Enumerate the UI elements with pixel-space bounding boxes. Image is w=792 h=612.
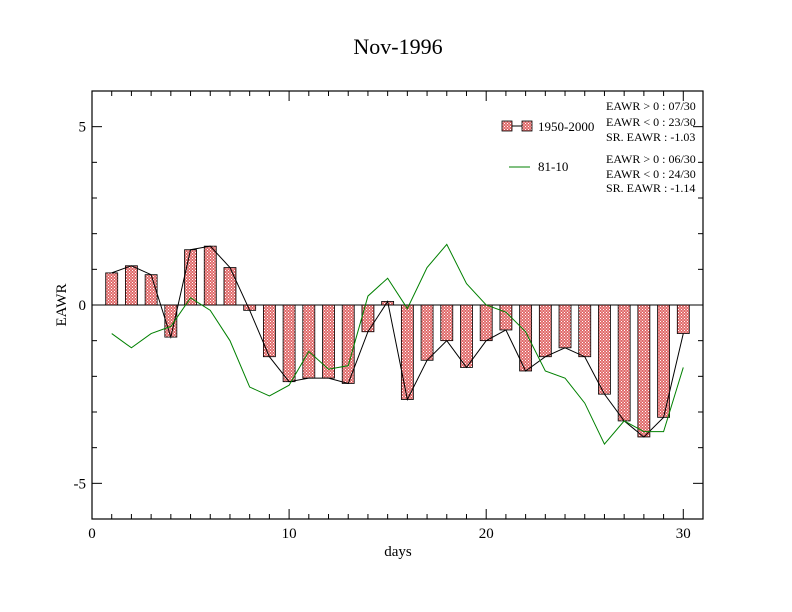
legend-label-1950-2000: 1950-2000 (538, 119, 594, 134)
y-axis-label: EAWR (54, 284, 70, 327)
bar-day-11 (302, 304, 316, 379)
legend-swatch-1950-2000-b (521, 120, 533, 132)
y-tick-label-0: 0 (79, 298, 87, 314)
bar-day-3 (144, 274, 158, 306)
bar-day-30 (676, 304, 690, 334)
bar-day-24 (558, 304, 572, 349)
bars-group (105, 245, 690, 438)
x-axis-label: days (384, 544, 412, 560)
x-tick-label-10: 10 (282, 526, 297, 542)
line-1950-2000 (111, 245, 684, 438)
stat-81-10-negative: EAWR < 0 : 24/30 (606, 167, 696, 181)
bar-day-18 (440, 304, 454, 342)
bar-day-5 (184, 249, 197, 306)
x-tick-label-0: 0 (88, 526, 96, 542)
legend-swatch-1950-2000-a (501, 120, 513, 132)
bar-day-14 (361, 304, 375, 333)
bar-day-7 (223, 267, 237, 306)
bar-day-12 (322, 304, 335, 379)
bar-day-17 (420, 304, 434, 361)
bar-day-9 (262, 304, 276, 358)
stat-1950-2000-sr: SR. EAWR : -1.03 (606, 130, 695, 144)
legend: 1950-2000 81-10 EAWR > 0 : 07/30 EAWR < … (501, 99, 696, 195)
lines-group (111, 243, 684, 446)
chart-title: Nov-1996 (353, 34, 442, 59)
line-81-10 (111, 243, 684, 446)
bar-day-2 (125, 265, 138, 306)
stat-81-10-positive: EAWR > 0 : 06/30 (606, 152, 696, 166)
x-tick-label-20: 20 (479, 526, 494, 542)
bar-day-26 (598, 304, 611, 395)
bar-day-25 (578, 304, 592, 358)
bar-day-20 (479, 304, 493, 342)
stat-1950-2000-positive: EAWR > 0 : 07/30 (606, 99, 696, 113)
bar-day-22 (519, 304, 533, 372)
bar-day-6 (203, 245, 217, 306)
bar-day-10 (282, 304, 296, 383)
bar-day-19 (460, 304, 473, 368)
bar-day-27 (617, 304, 631, 422)
bar-day-1 (105, 272, 119, 306)
y-tick-label--5: -5 (74, 476, 87, 492)
stat-1950-2000-negative: EAWR < 0 : 23/30 (606, 115, 696, 129)
bar-day-16 (400, 304, 414, 400)
bar-day-23 (538, 304, 552, 358)
bar-day-28 (637, 304, 651, 438)
stat-81-10-sr: SR. EAWR : -1.14 (606, 181, 695, 195)
bar-day-21 (499, 304, 513, 331)
y-axis-ticks: -5 0 5 (74, 90, 703, 520)
x-axis-ticks: 0 10 20 30 (88, 91, 704, 542)
y-tick-label-5: 5 (79, 120, 87, 136)
legend-label-81-10: 81-10 (538, 159, 568, 174)
x-tick-label-30: 30 (676, 526, 691, 542)
